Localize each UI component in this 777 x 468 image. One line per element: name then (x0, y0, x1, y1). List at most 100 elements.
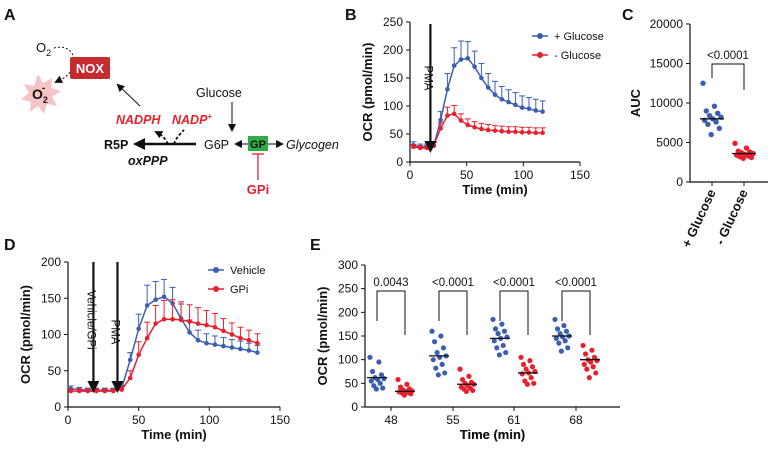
data-point (503, 349, 509, 356)
data-point (429, 328, 435, 334)
x-tick-label: 0 (65, 413, 72, 427)
data-point (435, 372, 441, 378)
data-point (368, 378, 374, 384)
data-point (445, 113, 450, 118)
y-tick-label: 0 (54, 400, 61, 414)
oxygen-label: O2 (36, 40, 51, 58)
data-point (492, 92, 498, 98)
data-point (195, 338, 201, 343)
data-point (85, 388, 91, 394)
data-point (519, 105, 525, 110)
data-point (499, 321, 505, 327)
data-point (442, 370, 448, 376)
gpi-label: GPi (247, 182, 269, 197)
data-point (377, 380, 383, 386)
chart-b-ocr-glucose: 0 50 100 150 200 250 0 50 100 150 Time (min) OCR (p… (360, 15, 604, 197)
data-point (495, 331, 501, 337)
data-point (376, 359, 382, 365)
data-point (485, 127, 491, 133)
y-tick-label: 200 (338, 305, 358, 319)
data-point (238, 335, 243, 341)
data-point (255, 350, 260, 355)
data-point (565, 345, 571, 351)
group-61-gpi (518, 354, 538, 387)
data-point (593, 370, 599, 376)
x-tick-label: 48 (384, 413, 398, 427)
data-point (562, 338, 568, 344)
series-line (70, 318, 258, 392)
data-point (161, 294, 167, 300)
data-point (561, 322, 567, 329)
data-point (204, 322, 209, 328)
y-tick-label: 250 (338, 282, 358, 296)
y-tick-label: 100 (338, 353, 358, 367)
data-point (417, 145, 423, 151)
data-point (586, 375, 592, 381)
y-tick-label: 0 (351, 400, 358, 414)
nadp-label: NADP+ (172, 112, 212, 127)
pathway-schematic: O2- O2 NOX NADPH NADP+ R5P oxPPP G6P Glu… (21, 40, 339, 197)
data-point (170, 316, 175, 322)
data-point (479, 126, 484, 132)
gp-box (248, 136, 268, 151)
data-point (533, 130, 539, 136)
data-point (424, 145, 430, 151)
oxppp-label: oxPPP (128, 154, 168, 168)
data-point (221, 343, 226, 349)
superoxide-label: O2- (32, 83, 48, 105)
data-point (528, 375, 534, 381)
significance-bracket (438, 290, 468, 335)
data-point (77, 388, 82, 394)
data-point (520, 361, 527, 367)
group-48-gpi (395, 376, 415, 398)
data-point (713, 119, 719, 125)
data-point (411, 144, 416, 150)
legend-label: + Glucose (554, 31, 604, 43)
data-point (153, 321, 158, 326)
y-axis-title: OCR (pmol/min) (315, 287, 330, 386)
x-tick-label: 100 (513, 168, 533, 182)
p-value-label: <0.0001 (432, 277, 474, 289)
data-point (381, 376, 387, 382)
data-point (378, 372, 385, 378)
data-point (519, 130, 525, 135)
treatment-label: PMA (108, 320, 120, 345)
data-point (408, 391, 414, 397)
data-point (594, 358, 600, 364)
data-point (705, 121, 711, 128)
p-value-label: <0.0001 (555, 277, 597, 289)
data-point (127, 375, 133, 381)
y-tick-label: 150 (338, 329, 358, 343)
legend-label: - Glucose (554, 50, 601, 62)
data-point (506, 99, 511, 105)
panel-label-c: C (622, 7, 634, 24)
p-value-label: <0.0001 (707, 50, 749, 62)
data-point (102, 388, 108, 394)
nox-box (70, 57, 110, 79)
data-point (459, 376, 466, 383)
data-point (716, 125, 723, 131)
data-point (451, 111, 457, 117)
data-point (526, 130, 532, 135)
data-point (524, 381, 530, 387)
x-tick-label: 68 (569, 413, 583, 427)
data-point (554, 326, 561, 332)
data-point (127, 357, 133, 363)
group-55-gpi (457, 366, 477, 394)
data-point (485, 85, 491, 90)
data-point (492, 128, 498, 133)
data-point (451, 63, 457, 68)
category-label: - Glucose (712, 187, 751, 247)
data-point (518, 354, 524, 360)
data-point (552, 316, 558, 323)
data-point (395, 376, 401, 383)
data-point (458, 57, 464, 62)
p-value-label: 0.0043 (373, 277, 408, 289)
data-point (195, 321, 201, 326)
data-point (711, 103, 718, 109)
x-axis-title: Time (min) (460, 427, 526, 442)
data-point (491, 338, 497, 344)
data-point (434, 349, 440, 356)
data-point (465, 122, 471, 128)
